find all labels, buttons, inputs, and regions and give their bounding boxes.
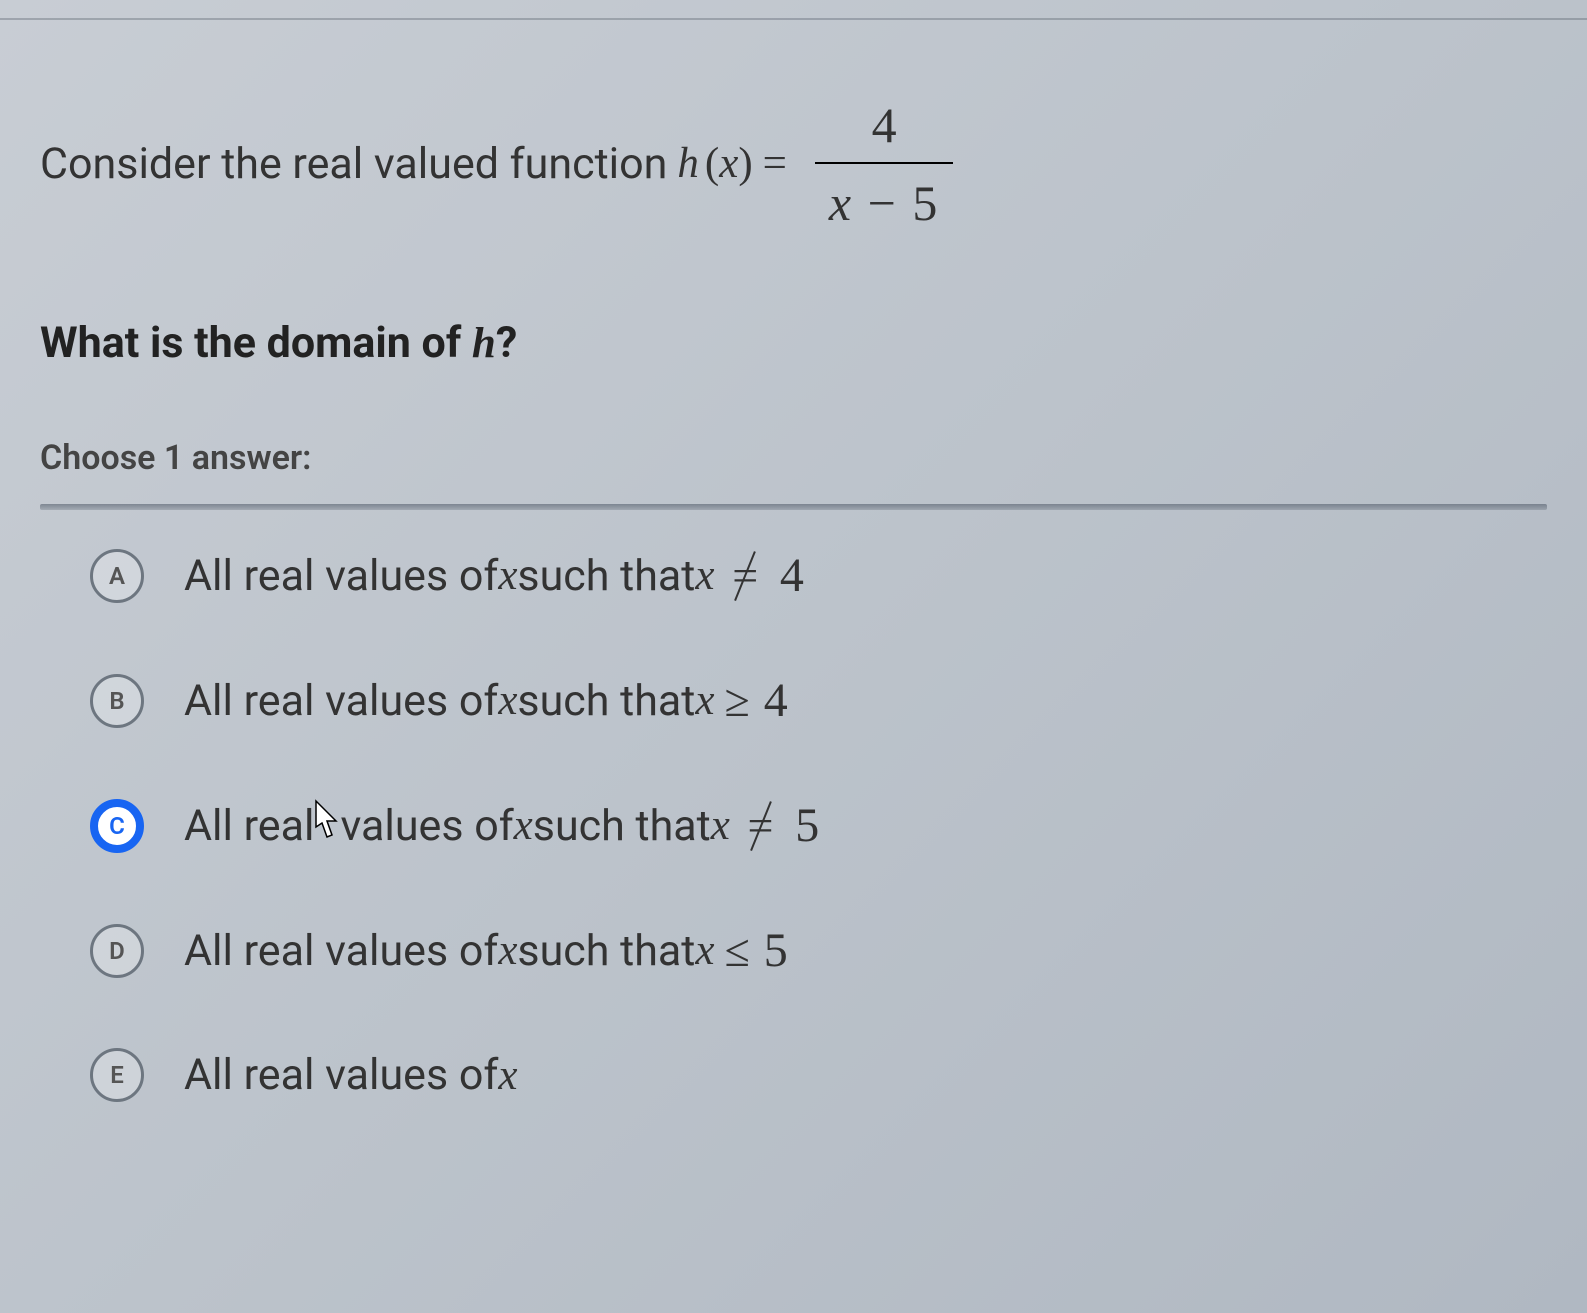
choice-c-var: x bbox=[514, 801, 533, 850]
le-icon: ≤ bbox=[724, 924, 749, 977]
choice-c-lead-pre: All rea bbox=[184, 801, 304, 851]
radio-b[interactable]: B bbox=[90, 674, 144, 728]
domain-q-prefix: What is the domain of bbox=[40, 318, 472, 368]
open-paren: ( bbox=[705, 134, 719, 194]
choose-label: Choose 1 answer: bbox=[40, 438, 1547, 478]
denom-var: x bbox=[829, 175, 853, 231]
choice-d-lead: All real values of bbox=[184, 926, 498, 976]
choice-d-var2: x bbox=[695, 926, 714, 975]
choice-b-lead: All real values of bbox=[184, 676, 498, 726]
choice-a-value: 4 bbox=[780, 548, 804, 603]
choice-b[interactable]: B All real values of x such that x ≥ 4 bbox=[90, 673, 1547, 728]
radio-c[interactable]: C bbox=[90, 799, 144, 853]
choice-a-text: All real values of x such that x 4 bbox=[184, 548, 804, 603]
domain-q-fn: h bbox=[472, 320, 496, 367]
choice-e-var: x bbox=[498, 1051, 517, 1100]
choice-b-var: x bbox=[498, 676, 517, 725]
choices-group: A All real values of x such that x 4 B A… bbox=[40, 548, 1547, 1102]
choice-e[interactable]: E All real values of x bbox=[90, 1048, 1547, 1102]
question-page: Consider the real valued function h ( x … bbox=[0, 0, 1587, 1142]
choice-d[interactable]: D All real values of x such that x ≤ 5 bbox=[90, 923, 1547, 978]
choice-a[interactable]: A All real values of x such that x 4 bbox=[90, 548, 1547, 603]
choice-a-var: x bbox=[498, 551, 517, 600]
radio-d[interactable]: D bbox=[90, 924, 144, 978]
cursor-icon bbox=[312, 799, 342, 852]
radio-a[interactable]: A bbox=[90, 549, 144, 603]
neq-icon bbox=[740, 799, 781, 852]
domain-question: What is the domain of h? bbox=[40, 318, 1547, 368]
close-paren: ) bbox=[738, 134, 752, 194]
question-stem: Consider the real valued function h ( x … bbox=[40, 90, 1547, 238]
radio-e[interactable]: E bbox=[90, 1048, 144, 1102]
choice-e-lead: All real values of bbox=[184, 1050, 498, 1100]
ge-icon: ≥ bbox=[724, 674, 749, 727]
choice-c-var2: x bbox=[711, 801, 730, 850]
denom-num: 5 bbox=[912, 175, 939, 231]
domain-q-suffix: ? bbox=[496, 318, 517, 368]
neq-icon bbox=[724, 549, 765, 602]
choice-a-lead: All real values of bbox=[184, 551, 498, 601]
choice-c-tail: such that bbox=[533, 801, 711, 851]
choice-a-tail: such that bbox=[517, 551, 695, 601]
choice-d-tail: such that bbox=[517, 926, 695, 976]
choice-c-text: All realvalues of x such that x 5 bbox=[184, 798, 819, 853]
choice-c[interactable]: C All realvalues of x such that x 5 bbox=[90, 798, 1547, 853]
choice-d-text: All real values of x such that x ≤ 5 bbox=[184, 923, 788, 978]
fraction: 4 x − 5 bbox=[815, 90, 953, 238]
fraction-denominator: x − 5 bbox=[815, 164, 953, 238]
divider bbox=[40, 504, 1547, 510]
stem-lead: Consider the real valued function bbox=[40, 134, 667, 194]
equals-sign: = bbox=[763, 134, 787, 194]
choice-b-tail: such that bbox=[517, 676, 695, 726]
choice-c-value: 5 bbox=[795, 798, 819, 853]
choice-b-var2: x bbox=[695, 676, 714, 725]
choice-b-value: 4 bbox=[764, 673, 788, 728]
choice-b-text: All real values of x such that x ≥ 4 bbox=[184, 673, 788, 728]
fraction-numerator: 4 bbox=[858, 90, 911, 162]
choice-d-var: x bbox=[498, 926, 517, 975]
top-rule bbox=[0, 18, 1587, 20]
fn-arg: x bbox=[719, 134, 738, 194]
denom-op: − bbox=[853, 175, 912, 231]
fn-name: h bbox=[677, 134, 699, 194]
choice-a-var2: x bbox=[695, 551, 714, 600]
choice-d-value: 5 bbox=[764, 923, 788, 978]
choice-c-lead-post: values of bbox=[340, 801, 513, 851]
choice-e-text: All real values of x bbox=[184, 1050, 517, 1100]
